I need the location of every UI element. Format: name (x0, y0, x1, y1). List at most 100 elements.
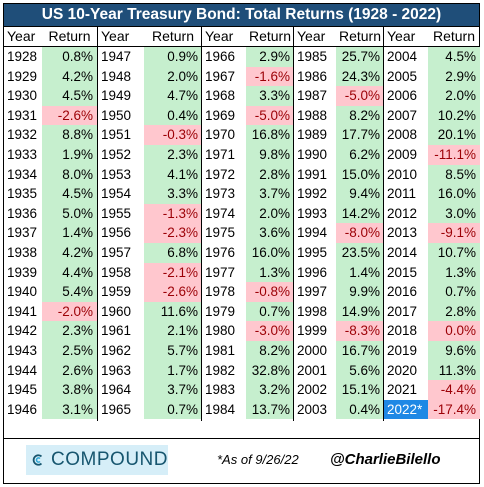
year-cell: 1964 (101, 382, 132, 398)
return-cell: 4.5% (42, 184, 97, 204)
year-cell: 1960 (101, 303, 132, 319)
table-row: 2015 1.3% (384, 262, 480, 283)
return-cell: 4.7% (144, 86, 202, 106)
as-of-note: *As of 9/26/22 (217, 452, 299, 467)
table-row: 1935 4.5% (4, 184, 97, 204)
table-row: 1928 0.8% (4, 47, 97, 67)
year-cell: 1945 (7, 382, 38, 398)
year-cell: 1965 (101, 401, 132, 417)
year-cell: 2015 (387, 264, 418, 280)
year-cell: 1987 (297, 88, 328, 104)
return-cell: -17.4% (428, 399, 480, 420)
table-row: 1998 14.9% (294, 301, 384, 322)
year-cell: 1941 (7, 303, 38, 319)
return-cell: -2.3% (144, 223, 202, 243)
return-cell: 3.0% (428, 203, 480, 224)
table-row: 1977 1.3% (202, 262, 294, 283)
year-cell: 1947 (101, 49, 132, 64)
return-cell: 3.8% (42, 380, 97, 400)
return-cell: 1.4% (42, 223, 97, 243)
return-cell: 2.3% (42, 321, 97, 341)
return-cell: 16.7% (336, 340, 384, 361)
return-cell: 2.9% (428, 66, 480, 87)
year-cell: 1953 (101, 166, 132, 182)
return-cell: 24.3% (336, 66, 384, 87)
year-cell: 1930 (7, 88, 38, 104)
table-row: 2003 0.4% (294, 399, 384, 420)
table-row: 2018 0.0% (384, 321, 480, 341)
header-row: Year Return (98, 27, 202, 47)
year-cell: 1981 (205, 342, 236, 358)
return-cell: 4.4% (42, 262, 97, 283)
year-cell: 2020 (387, 362, 418, 378)
year-cell: 1967 (205, 68, 236, 84)
year-cell: 2013 (387, 225, 418, 241)
table-row: 1987 -5.0% (294, 86, 384, 106)
return-cell: 13.7% (246, 399, 294, 420)
return-cell: 10.7% (428, 242, 480, 263)
return-cell: 0.7% (246, 301, 294, 322)
year-cell: 1955 (101, 205, 132, 221)
table-row: 2000 16.7% (294, 340, 384, 361)
return-cell: 4.5% (42, 86, 97, 106)
year-cell: 1985 (297, 49, 328, 64)
table-row: 1958 -2.1% (98, 262, 202, 283)
return-cell: 15.0% (336, 164, 384, 185)
table-row: 1980 -3.0% (202, 321, 294, 341)
year-cell: 1949 (101, 88, 132, 104)
table-row: 1957 6.8% (98, 242, 202, 263)
year-cell: 1980 (205, 323, 236, 339)
year-cell: 1997 (297, 284, 328, 300)
year-cell: 1956 (101, 225, 132, 241)
header-row: Year Return (384, 27, 480, 47)
return-cell: 9.8% (246, 144, 294, 165)
table-row: 1970 16.8% (202, 125, 294, 145)
table-row: 1983 3.2% (202, 380, 294, 400)
return-cell: 0.8% (42, 47, 97, 67)
year-cell: 1991 (297, 166, 328, 182)
year-cell: 1954 (101, 186, 132, 202)
year-cell: 2012 (387, 205, 418, 221)
return-cell: -2.6% (144, 282, 202, 302)
return-cell: -0.8% (246, 282, 294, 302)
table-row: 1999 -8.3% (294, 321, 384, 341)
table-row: 1947 0.9% (98, 47, 202, 67)
year-cell: 1971 (205, 146, 236, 162)
return-cell: 2.5% (42, 340, 97, 361)
return-cell: -1.3% (144, 203, 202, 224)
table-row: 2017 2.8% (384, 301, 480, 322)
year-cell: 2004 (387, 49, 418, 64)
year-cell: 2001 (297, 362, 328, 378)
author-handle: @CharlieBilello (330, 451, 441, 468)
year-cell: 1968 (205, 88, 236, 104)
table-row: 1929 4.2% (4, 66, 97, 87)
table-row: 1973 3.7% (202, 184, 294, 204)
table-row: 1993 14.2% (294, 203, 384, 224)
year-header: Year (101, 28, 130, 44)
table-row: 1936 5.0% (4, 203, 97, 224)
return-cell: 2.0% (246, 203, 294, 224)
table-row: 2006 2.0% (384, 86, 480, 106)
return-cell: 14.2% (336, 203, 384, 224)
return-cell: 3.3% (246, 86, 294, 106)
year-cell: 1932 (7, 127, 38, 143)
table-row: 2014 10.7% (384, 242, 480, 263)
table-row: 1941 -2.0% (4, 301, 97, 322)
table-row: 1990 6.2% (294, 144, 384, 165)
table-row: 2001 5.6% (294, 360, 384, 381)
return-cell: 2.9% (246, 47, 294, 67)
table-row: 2022* -17.4% (384, 399, 480, 420)
year-cell: 2016 (387, 284, 418, 300)
year-header: Year (205, 28, 234, 44)
year-cell: 1935 (7, 186, 38, 202)
return-cell: -2.6% (42, 105, 97, 126)
return-cell: -4.4% (428, 380, 480, 400)
return-cell: 9.4% (336, 184, 384, 204)
year-cell: 1940 (7, 284, 38, 300)
year-cell: 2008 (387, 127, 418, 143)
year-cell: 1982 (205, 362, 236, 378)
table-row: 1959 -2.6% (98, 282, 202, 302)
table-row: 1966 2.9% (202, 47, 294, 67)
return-cell: 5.7% (144, 340, 202, 361)
year-cell: 1934 (7, 166, 38, 182)
